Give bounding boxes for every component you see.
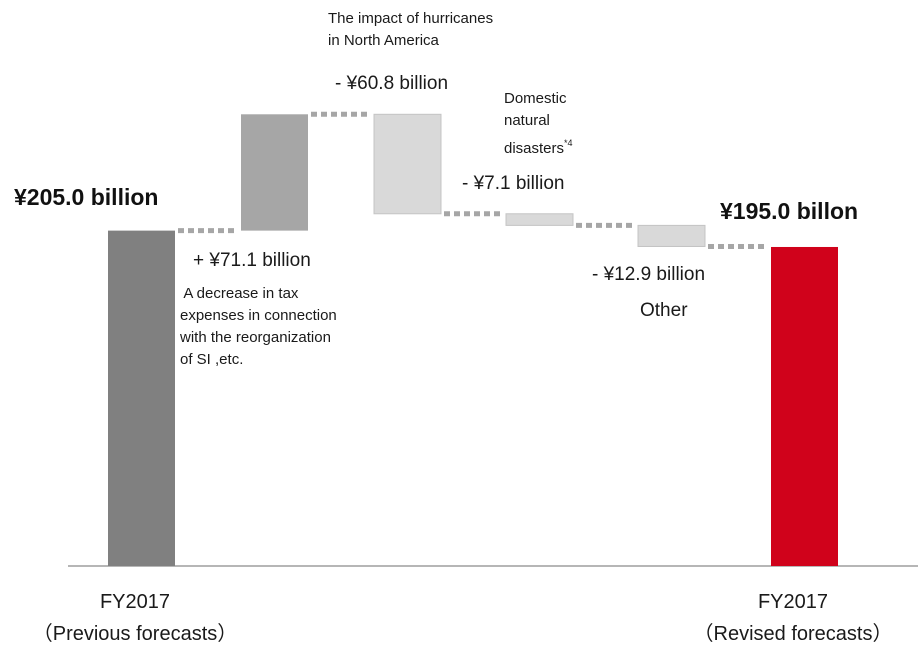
step-4-note: Other bbox=[640, 300, 688, 321]
x-category-start: FY2017 （Previous forecasts） bbox=[0, 591, 270, 646]
step-3-note-line: Domestic bbox=[504, 90, 567, 107]
step-3-note-line: natural bbox=[504, 112, 550, 129]
bar-step-1 bbox=[241, 114, 308, 231]
step-2-note: The impact of hurricanes in North Americ… bbox=[328, 8, 493, 52]
step-3-value-label: - ¥7.1 billion bbox=[462, 173, 565, 194]
step-1-note-line: with the reorganization bbox=[180, 329, 331, 346]
step-2-value-label: - ¥60.8 billion bbox=[335, 73, 449, 94]
step-1-note-line: of SI ,etc. bbox=[180, 351, 244, 368]
x-category-start-line: （Previous forecasts） bbox=[32, 623, 238, 645]
step-1-note-line: expenses in connection bbox=[180, 307, 337, 324]
x-category-start-line: FY2017 bbox=[99, 591, 171, 613]
step-3-note-line: disasters*4 bbox=[504, 132, 573, 160]
step-1-value-label: + ¥71.1 billion bbox=[193, 250, 311, 271]
step-2-note-line: The impact of hurricanes bbox=[328, 10, 494, 27]
start-total-label: ¥205.0 billion bbox=[14, 184, 159, 210]
bar-step-2 bbox=[373, 113, 442, 215]
step-1-note-line: A decrease in tax bbox=[180, 285, 299, 302]
bar-end bbox=[771, 246, 838, 567]
bar-start bbox=[108, 230, 175, 566]
bar-step-3 bbox=[505, 213, 574, 226]
step-3-note-text: disasters bbox=[504, 140, 565, 157]
step-3-note: Domestic natural disasters*4 bbox=[504, 88, 573, 160]
footnote-marker: *4 bbox=[564, 138, 573, 148]
step-2-note-line: in North America bbox=[328, 32, 439, 49]
bar-step-4 bbox=[637, 224, 706, 247]
end-total-label: ¥195.0 billon bbox=[720, 198, 859, 224]
step-1-note: A decrease in tax expenses in connection… bbox=[180, 283, 410, 371]
x-category-end-line: FY2017 bbox=[757, 591, 829, 613]
step-4-value-label: - ¥12.9 billion bbox=[592, 264, 706, 285]
x-category-end-line: （Revised forecasts） bbox=[693, 623, 893, 645]
x-category-end: FY2017 （Revised forecasts） bbox=[668, 591, 918, 646]
